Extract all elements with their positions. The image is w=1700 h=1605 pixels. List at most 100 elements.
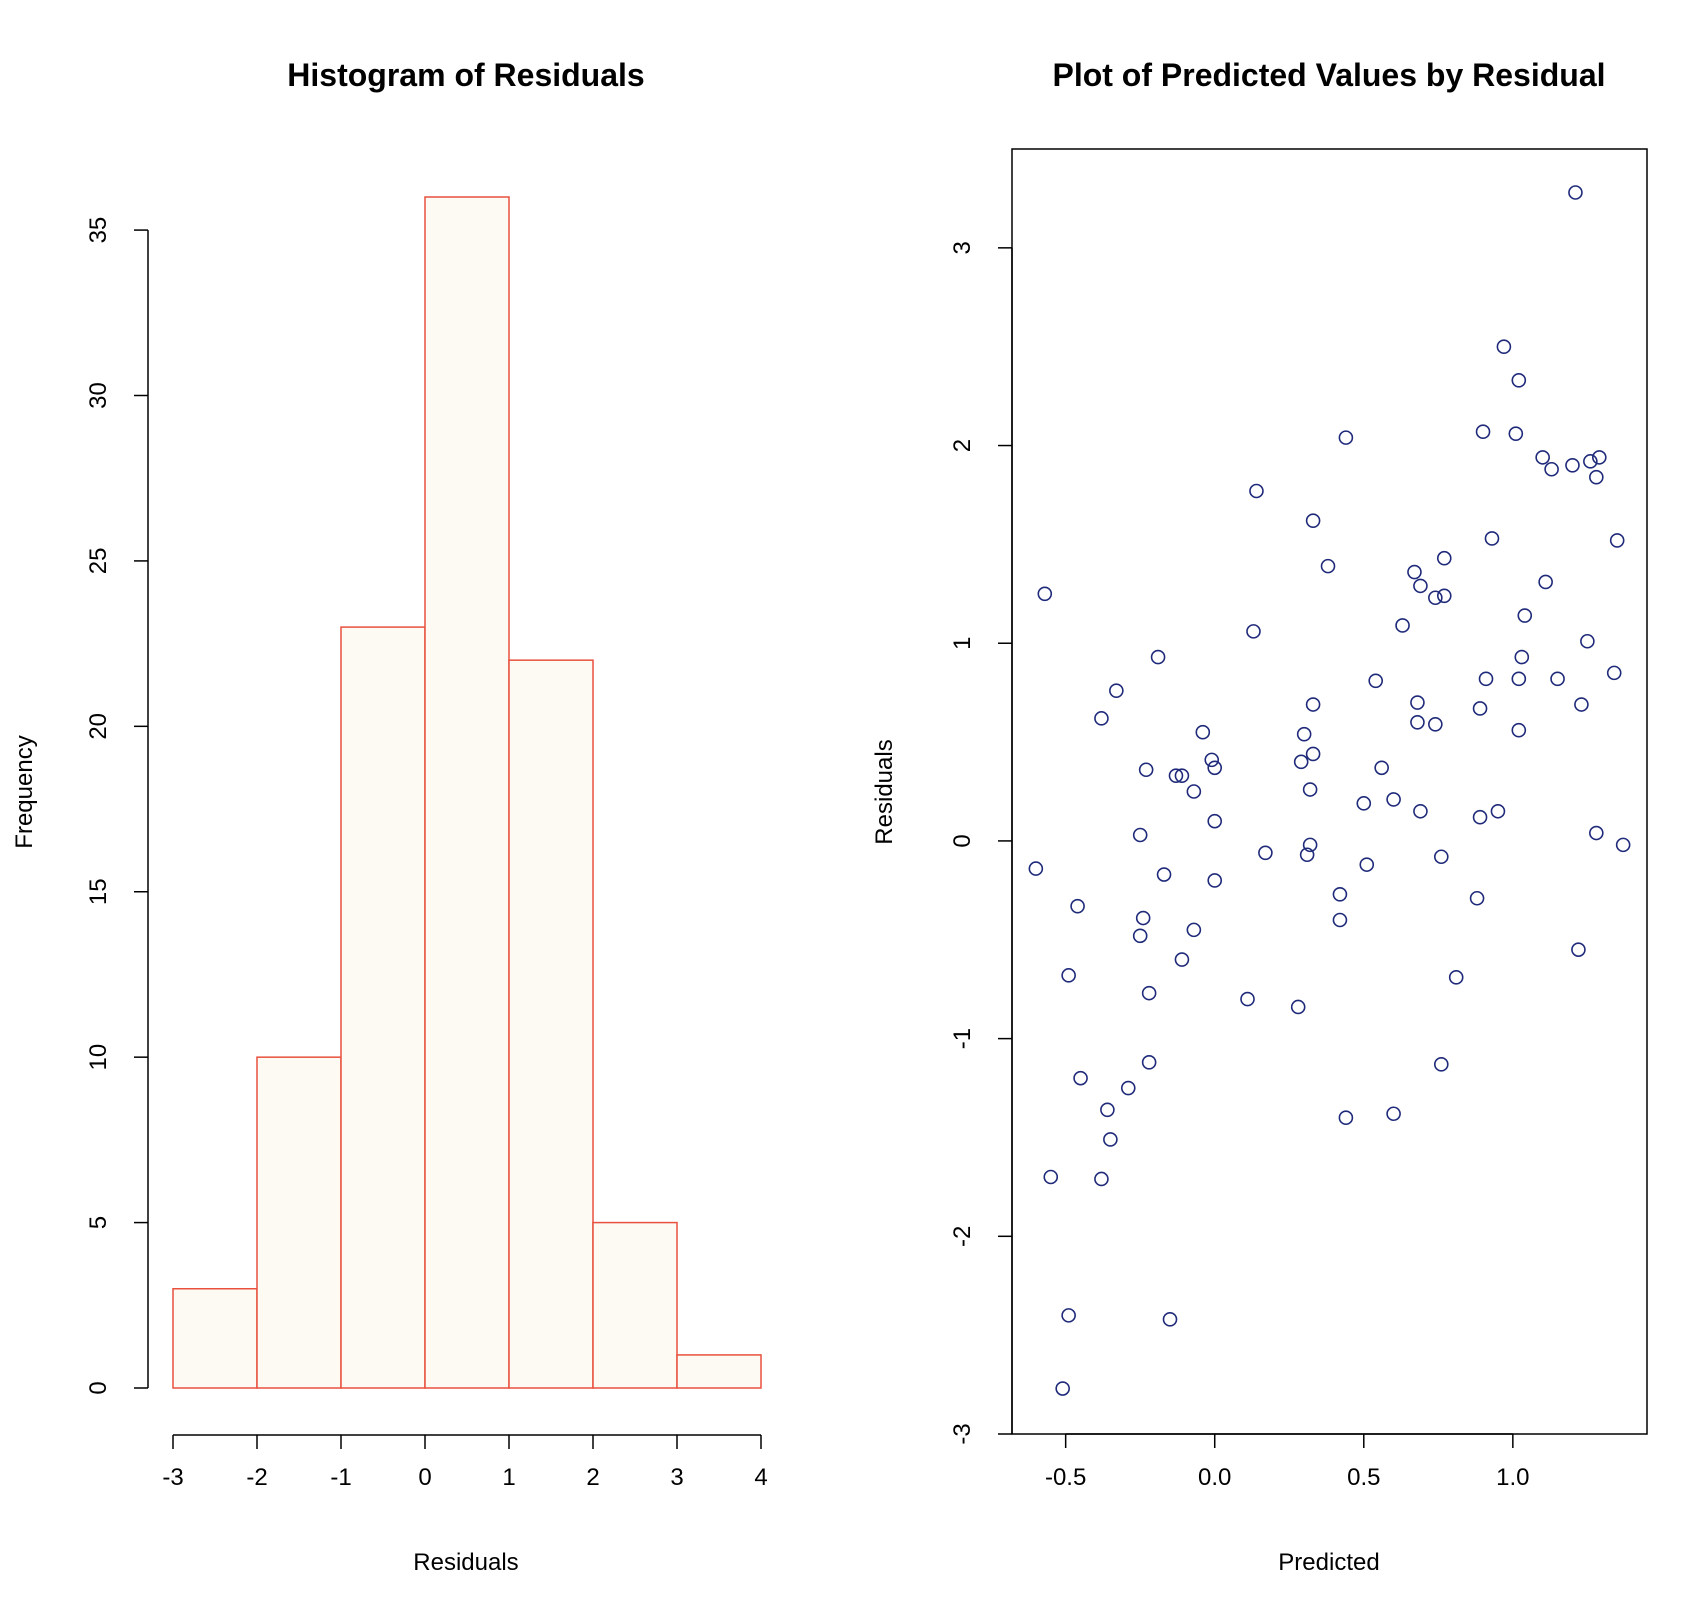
scatter-point <box>1496 339 1512 354</box>
scatter-point <box>1109 683 1124 698</box>
scatter-point <box>1070 898 1085 914</box>
scatter-x-tick-label: -0.5 <box>1045 1464 1086 1491</box>
scatter-point <box>1606 665 1622 681</box>
scatter-point <box>1592 450 1607 465</box>
scatter-point <box>1186 784 1202 799</box>
scatter-x-axis: -0.5 0.0 0.5 1.0 <box>1045 1433 1530 1491</box>
scatter-point <box>1150 649 1166 665</box>
scatter-point <box>1120 1080 1136 1096</box>
scatter-point <box>1538 574 1553 590</box>
histogram-x-label: Residuals <box>413 1549 518 1576</box>
scatter-y-tick-label: 3 <box>949 241 976 254</box>
scatter-point <box>1410 695 1425 710</box>
histogram-bars <box>172 196 762 1389</box>
scatter-point <box>1511 671 1527 687</box>
scatter-y-axis: -3 -2 -1 0 1 2 3 <box>949 241 1013 1445</box>
scatter-point <box>1100 1102 1115 1118</box>
scatter-point <box>1407 564 1422 580</box>
scatter-point <box>1571 942 1586 957</box>
scatter-point <box>1305 697 1321 712</box>
histogram-bar <box>340 626 426 1389</box>
scatter-point <box>1395 618 1410 633</box>
scatter-point <box>1207 813 1223 829</box>
scatter-point <box>1249 483 1264 499</box>
scatter-x-tick-label: 0.5 <box>1347 1464 1380 1491</box>
scatter-point <box>1433 849 1449 865</box>
scatter-point <box>1302 837 1318 853</box>
scatter-point <box>1472 809 1488 825</box>
scatter-point <box>1583 454 1598 469</box>
scatter-point <box>1433 1057 1449 1072</box>
scatter-point <box>1359 857 1375 872</box>
scatter-point <box>1544 461 1559 477</box>
scatter-point <box>1043 1169 1059 1185</box>
histogram-bar <box>592 1221 678 1389</box>
scatter-y-tick-label: -2 <box>949 1226 976 1247</box>
scatter-point <box>1207 760 1223 776</box>
scatter-point <box>1475 424 1491 440</box>
scatter-point <box>1448 970 1464 985</box>
scatter-point <box>1186 922 1202 938</box>
scatter-point <box>1338 1110 1354 1125</box>
scatter-point <box>1410 715 1425 730</box>
scatter-point <box>1135 910 1151 926</box>
scatter-point <box>1195 724 1211 740</box>
scatter-point <box>1141 985 1157 1001</box>
scatter-point <box>1320 558 1336 574</box>
scatter-point <box>1258 845 1273 861</box>
scatter-point <box>1156 867 1172 882</box>
scatter-point <box>1386 1106 1401 1122</box>
scatter-point <box>1568 185 1583 200</box>
scatter-point <box>1535 450 1550 465</box>
scatter-point <box>1374 760 1389 776</box>
scatter-point <box>1508 426 1524 441</box>
histogram-y-tick-label: 5 <box>85 1216 112 1229</box>
scatter-point <box>1472 701 1488 716</box>
scatter-point <box>1478 671 1494 687</box>
histogram-x-tick-label: -2 <box>246 1464 267 1491</box>
scatter-point <box>1490 803 1506 819</box>
scatter-y-tick-label: -3 <box>949 1423 976 1444</box>
scatter-point <box>1037 586 1053 602</box>
scatter-y-tick-label: 2 <box>949 439 976 452</box>
scatter-x-tick-label: 1.0 <box>1496 1464 1529 1491</box>
scatter-point <box>1061 1308 1076 1323</box>
scatter-x-label: Predicted <box>1278 1549 1379 1576</box>
scatter-y-tick-label: 0 <box>949 834 976 847</box>
histogram-y-tick-label: 15 <box>85 878 112 905</box>
histogram-x-tick-label: 2 <box>586 1464 599 1491</box>
scatter-point <box>1240 991 1255 1007</box>
scatter-point <box>1511 722 1527 738</box>
histogram-y-tick-label: 25 <box>85 548 112 575</box>
scatter-y-tick-label: 1 <box>949 637 976 650</box>
scatter-point <box>1094 1171 1109 1187</box>
scatter-point <box>1589 825 1604 841</box>
histogram-y-tick-label: 35 <box>85 217 112 244</box>
scatter-point <box>1174 768 1190 783</box>
scatter-point <box>1204 752 1220 768</box>
histogram-bar <box>424 196 510 1389</box>
scatter-point <box>1413 578 1428 594</box>
histogram-y-tick-label: 20 <box>85 713 112 740</box>
histogram-bar <box>172 1288 258 1389</box>
scatter-point <box>1246 624 1261 639</box>
scatter-point <box>1290 999 1306 1015</box>
scatter-point <box>1141 1055 1157 1070</box>
scatter-point <box>1207 873 1223 888</box>
scatter-point <box>1168 768 1184 783</box>
scatter-point <box>1332 912 1348 928</box>
histogram-x-tick-label: 1 <box>502 1464 515 1491</box>
histogram-x-tick-label: -3 <box>162 1464 183 1491</box>
scatter-point <box>1073 1070 1088 1086</box>
scatter-point <box>1174 952 1190 967</box>
scatter-point <box>1028 861 1044 876</box>
scatter-point <box>1609 533 1625 548</box>
scatter-point <box>1162 1312 1178 1327</box>
scatter-point <box>1484 531 1500 546</box>
histogram-x-axis: -3 -2 -1 0 1 2 3 4 <box>162 1434 768 1491</box>
scatter-point <box>1332 886 1348 902</box>
scatter-point <box>1436 588 1452 604</box>
scatter-point <box>1305 513 1321 528</box>
scatter-y-label: Residuals <box>871 739 898 844</box>
